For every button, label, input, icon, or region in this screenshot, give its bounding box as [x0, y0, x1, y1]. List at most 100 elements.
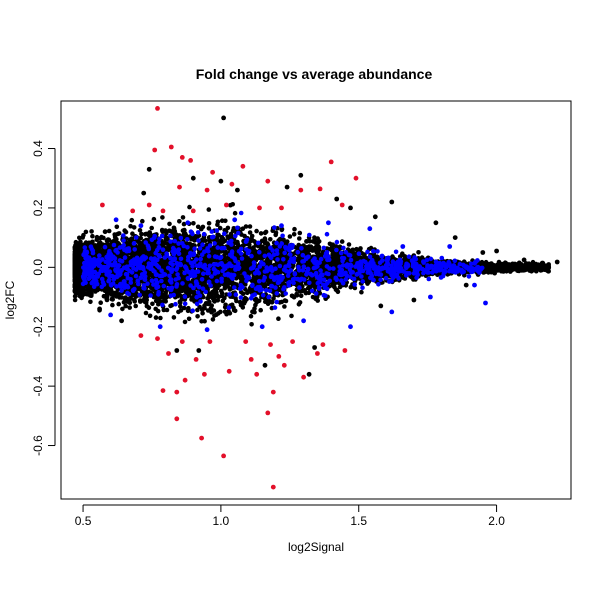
point-black [153, 306, 158, 312]
point-black [329, 247, 334, 252]
point-black [346, 242, 352, 247]
point-black [206, 221, 212, 226]
point-black [234, 298, 239, 304]
point-black [133, 303, 138, 309]
point-black [247, 230, 253, 235]
point-black [359, 289, 364, 295]
point-black [258, 231, 264, 236]
point-black [143, 310, 149, 316]
point-black [298, 293, 304, 299]
point-black [129, 217, 135, 223]
point-black [191, 221, 196, 226]
point-black [187, 204, 192, 210]
point-black [88, 299, 93, 305]
point-black [138, 299, 143, 304]
point-black [182, 319, 188, 325]
point-black [107, 242, 113, 247]
point-black [390, 254, 395, 259]
point-black [142, 232, 148, 237]
point-black [297, 230, 303, 236]
point-black [292, 226, 297, 232]
point-black [315, 298, 321, 303]
point-black [242, 297, 247, 303]
point-black [206, 226, 212, 231]
point-black [83, 229, 89, 235]
point-black [240, 305, 246, 310]
point-black [248, 313, 254, 319]
point-black [203, 238, 208, 243]
point-black [178, 304, 183, 309]
point-black [263, 229, 269, 235]
point-black [312, 235, 317, 240]
point-black [262, 283, 268, 289]
point-black [160, 215, 165, 220]
point-black [203, 301, 209, 306]
point-black [151, 216, 157, 222]
point-black [112, 232, 117, 237]
point-black [127, 305, 132, 310]
point-black [89, 291, 94, 297]
point-black [168, 303, 173, 309]
point-black [339, 239, 345, 244]
point-black [289, 313, 294, 319]
point-black [98, 240, 103, 245]
point-black [132, 299, 137, 304]
point-black [205, 295, 211, 301]
point-black [80, 235, 85, 240]
point-black [200, 311, 205, 316]
point-black [146, 305, 152, 311]
point-black [210, 317, 216, 322]
point-black [180, 228, 186, 233]
point-black [167, 221, 172, 227]
point-black [315, 249, 321, 255]
point-black [310, 239, 316, 244]
point-black [98, 300, 103, 306]
point-black [104, 297, 110, 303]
point-black [186, 316, 192, 322]
plot-area [72, 202, 552, 327]
point-black [269, 300, 275, 305]
point-black [254, 228, 259, 234]
point-black [232, 210, 238, 216]
point-black [164, 294, 169, 300]
point-black [202, 318, 207, 324]
point-black [212, 313, 217, 318]
point-black [177, 300, 183, 305]
point-black [416, 250, 421, 255]
point-black [140, 218, 145, 224]
point-black [287, 234, 293, 239]
point-black [172, 229, 178, 234]
point-black [116, 301, 121, 307]
point-black [332, 284, 337, 290]
point-black [249, 322, 254, 327]
point-black [243, 224, 249, 229]
point-black [297, 300, 303, 305]
point-black [258, 307, 264, 313]
point-black [120, 306, 125, 312]
point-black [123, 303, 128, 309]
point-black [219, 218, 225, 223]
point-black [106, 228, 112, 234]
point-black [279, 299, 285, 305]
point-black [245, 290, 250, 296]
point-black [171, 315, 177, 320]
point-black [212, 249, 217, 255]
point-black [158, 315, 163, 321]
point-black [119, 295, 125, 300]
point-black [237, 299, 243, 305]
point-black [253, 256, 259, 262]
point-black [72, 297, 78, 303]
point-black [297, 236, 302, 241]
point-black [147, 313, 153, 319]
point-black [208, 305, 214, 311]
chart-title: Fold change vs average abundance [196, 66, 433, 82]
point-black [144, 297, 149, 303]
point-black [217, 225, 223, 231]
point-black [77, 235, 82, 241]
point-black [128, 223, 133, 229]
point-black [177, 219, 182, 224]
point-black [149, 225, 154, 231]
point-black [330, 242, 336, 247]
point-black [225, 225, 231, 231]
